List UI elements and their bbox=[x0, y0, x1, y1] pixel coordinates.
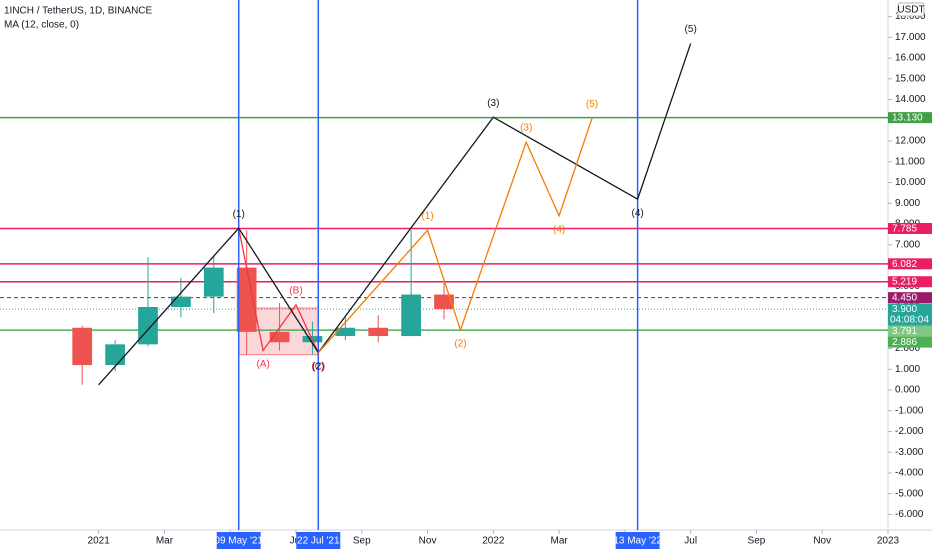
wave-label: (1) bbox=[421, 211, 433, 222]
candle-body bbox=[434, 294, 454, 310]
date-badge bbox=[216, 532, 261, 549]
wave-label: (4) bbox=[553, 224, 565, 235]
date-badge-label: 13 May '22 bbox=[613, 536, 662, 547]
chart-title: 1INCH / TetherUS, 1D, BINANCE bbox=[4, 6, 153, 17]
price-badge bbox=[888, 258, 932, 270]
wave-label: (2) bbox=[312, 361, 324, 372]
y-tick-label: 17.000 bbox=[895, 32, 926, 43]
y-tick-label: -4.000 bbox=[895, 468, 924, 479]
price-badge bbox=[888, 276, 932, 288]
date-badge bbox=[296, 532, 341, 549]
y-tick-label: 14.000 bbox=[895, 94, 926, 105]
wave-line bbox=[238, 228, 319, 353]
x-tick-label: Sep bbox=[748, 536, 766, 547]
wave-label: (1) bbox=[233, 209, 245, 220]
y-tick-label: 11.000 bbox=[895, 156, 925, 167]
x-tick-label: Sep bbox=[353, 536, 371, 547]
y-tick-label: -3.000 bbox=[895, 447, 924, 458]
date-badge-label: 22 Jul '21 bbox=[297, 536, 340, 547]
wave-line bbox=[317, 118, 593, 354]
wave-label: (5) bbox=[586, 99, 598, 110]
indicator-label: MA (12, close, 0) bbox=[4, 20, 79, 31]
price-badge-label: 6.082 bbox=[892, 259, 917, 270]
price-badge bbox=[888, 292, 932, 304]
price-badge-label: 5.219 bbox=[892, 277, 917, 288]
wave-label: (3) bbox=[487, 98, 499, 109]
candle-body bbox=[171, 296, 191, 308]
wave-label: (C) bbox=[311, 361, 325, 372]
price-badge bbox=[888, 112, 932, 124]
candle-body bbox=[72, 327, 93, 366]
price-badge bbox=[888, 303, 932, 326]
candle-body bbox=[138, 307, 158, 345]
x-tick-label: Nov bbox=[419, 536, 437, 547]
y-tick-label: 7.000 bbox=[895, 239, 920, 250]
y-tick-label: 16.000 bbox=[895, 53, 926, 64]
x-tick-label: 2023 bbox=[877, 536, 900, 547]
candle-body bbox=[203, 267, 224, 297]
y-tick-label: -1.000 bbox=[895, 405, 924, 416]
candle-body bbox=[236, 267, 257, 332]
wave-line bbox=[98, 43, 692, 386]
y-tick-label: 10.000 bbox=[895, 177, 926, 188]
price-badge-label: 3.900 bbox=[892, 304, 917, 315]
y-tick-label: -2.000 bbox=[895, 426, 924, 437]
date-badge bbox=[615, 532, 660, 549]
wave-label: (4) bbox=[632, 208, 644, 219]
y-tick-label: -5.000 bbox=[895, 488, 924, 499]
x-tick-label: 2022 bbox=[482, 536, 505, 547]
price-badge bbox=[888, 222, 932, 234]
y-tick-label: 1.000 bbox=[895, 364, 920, 375]
wave-label: (A) bbox=[256, 359, 269, 370]
wave-label: (2) bbox=[454, 338, 466, 349]
y-tick-label: -6.000 bbox=[895, 509, 924, 520]
candle-body bbox=[105, 344, 125, 366]
price-badge-label: 2.886 bbox=[892, 337, 917, 348]
wave-label: (5) bbox=[685, 24, 697, 35]
y-tick-label: 12.000 bbox=[895, 136, 926, 147]
price-badge bbox=[888, 336, 932, 348]
price-badge-label: 4.450 bbox=[892, 293, 917, 304]
y-tick-label: 18.000 bbox=[895, 11, 926, 22]
x-tick-label: Jul bbox=[290, 536, 303, 547]
price-badge-label: 13.130 bbox=[892, 113, 923, 124]
candle-body bbox=[401, 294, 421, 337]
price-badge bbox=[888, 325, 932, 337]
y-tick-label: 9.000 bbox=[895, 198, 920, 209]
candle-body bbox=[335, 327, 356, 337]
y-tick-label: 0.000 bbox=[895, 385, 920, 396]
y-tick-label: 2.000 bbox=[895, 343, 920, 354]
candle-body bbox=[269, 331, 290, 343]
candle-body bbox=[368, 327, 389, 337]
currency-badge bbox=[897, 2, 925, 17]
date-badge-label: 09 May '21 bbox=[214, 536, 263, 547]
y-tick-label: 15.000 bbox=[895, 73, 926, 84]
countdown: 04:08:04 bbox=[890, 315, 929, 326]
x-tick-label: Nov bbox=[813, 536, 831, 547]
price-badge-label: 3.791 bbox=[892, 326, 917, 337]
x-tick-label: Mar bbox=[550, 536, 568, 547]
wave-label: (B) bbox=[289, 286, 302, 297]
x-tick-label: Jul bbox=[684, 536, 697, 547]
wave-label: (3) bbox=[520, 123, 532, 134]
x-tick-label: Mar bbox=[156, 536, 174, 547]
currency-label: USDT bbox=[897, 5, 924, 16]
x-tick-label: 2021 bbox=[88, 536, 111, 547]
price-badge-label: 7.785 bbox=[892, 223, 917, 234]
